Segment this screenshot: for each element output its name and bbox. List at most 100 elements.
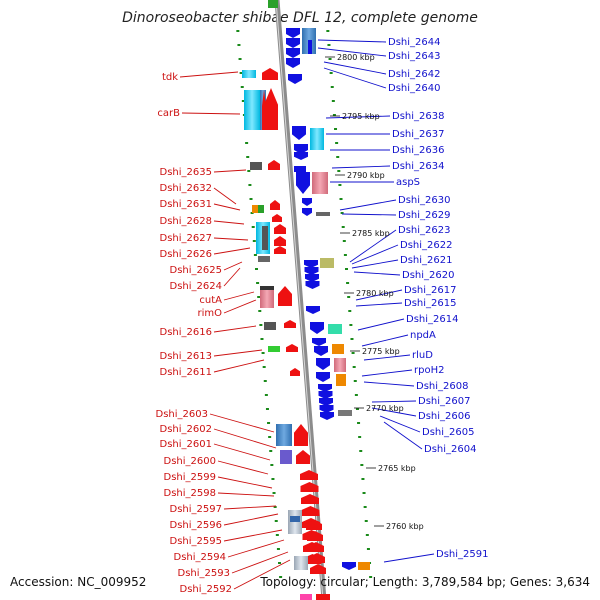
tick-mark [338,184,342,186]
label-leader [323,67,387,89]
tick-mark [269,450,273,452]
tick-mark [252,240,256,242]
gene-arrow [312,338,326,346]
label-leader [355,302,403,307]
gene-arrow [268,160,280,170]
label-leader [331,165,391,169]
tick-mark [264,394,268,396]
gene-arrow [320,412,334,420]
label-leader [213,359,265,373]
accession-text: Accession: NC_009952 [10,575,147,589]
genome-info-text: Topology: circular; Length: 3,789,584 bp… [260,575,590,589]
gene-arrow [308,542,324,552]
left-gene-label: Dshi_2624 [170,281,222,292]
tick-mark [366,548,370,550]
gene-arrow [302,198,312,206]
gene-arrow [304,260,318,268]
tick-mark [279,576,283,578]
kbp-label: 2790 kbp [347,171,385,180]
gene-arrow [270,200,280,210]
label-leader [223,529,283,542]
gene-arrow [319,398,333,406]
label-leader [213,247,251,255]
gene-arrow [305,281,320,289]
kbp-label: 2800 kbp [337,53,375,62]
left-gene-label: Dshi_2635 [160,167,212,178]
gene-feature [336,374,346,386]
tick-mark [328,58,332,60]
kbp-label: 2770 kbp [366,404,404,413]
tick-mark [330,86,334,88]
label-leader [371,407,417,417]
tick-mark [245,142,249,144]
label-leader [223,513,279,526]
right-gene-label: Dshi_2621 [400,255,452,266]
label-leader [357,318,405,331]
left-gene-label: carB [157,108,180,119]
gene-arrow [314,346,328,356]
label-leader [383,421,423,450]
left-gene-label: Dshi_2628 [160,216,212,227]
tick-mark [267,422,271,424]
tick-mark [339,198,343,200]
gene-arrow [318,384,332,392]
label-leader [349,229,397,263]
gene-feature [252,205,258,213]
tick-mark [334,128,338,130]
tick-mark [270,464,274,466]
gene-feature [312,172,328,194]
tick-mark [331,100,335,102]
right-gene-label: npdA [410,330,436,341]
tick-mark [251,226,255,228]
label-leader [317,47,387,57]
right-gene-label: Dshi_2622 [400,240,452,251]
kbp-label: 2760 kbp [386,522,424,531]
label-leader [213,203,241,211]
tick-mark [327,44,331,46]
gene-arrow [301,506,320,516]
label-leader [217,492,275,497]
tick-mark [268,436,272,438]
kbp-scale-labels: 2800 kbp 2795 kbp 2790 kbp 2785 kbp 2780 kbp… [325,53,424,531]
gene-arrow [294,144,308,154]
gene-arrow [288,74,302,84]
gene-arrow [292,126,306,140]
gene-arrow [262,68,278,80]
tick-mark [247,170,251,172]
left-gene-label: Dshi_2601 [160,439,212,450]
tick-mark [239,72,243,74]
tick-mark [359,450,363,452]
tick-mark [260,338,264,340]
label-leader [213,220,245,225]
label-leader [355,289,403,301]
tick-mark [354,394,358,396]
map-title: Dinoroseobacter shibae DFL 12, complete … [122,10,478,26]
tick-marks [236,30,373,578]
label-leader [383,553,435,563]
left-gene-label: Dshi_2616 [160,327,212,338]
gene-feature [310,128,324,150]
label-leader [363,381,415,387]
gene-feature [358,562,370,570]
gene-arrow [274,224,286,234]
right-gene-label: Dshi_2636 [392,145,444,156]
kbp-label: 2775 kbp [362,347,400,356]
tick-mark [253,254,257,256]
gene-feature [242,70,256,78]
label-leaders [179,39,435,590]
right-gene-label: Dshi_2604 [424,444,476,455]
label-leader [351,244,399,265]
right-gene-label: Dshi_2617 [404,285,456,296]
tick-mark [363,506,367,508]
right-gene-label: Dshi_2623 [398,225,450,236]
left-gene-label: Dshi_2603 [156,409,208,420]
tick-mark [358,436,362,438]
right-gene-label: Dshi_2630 [398,195,450,206]
gene-feature [316,212,330,216]
label-leader [361,334,409,347]
left-gene-label: Dshi_2627 [160,233,212,244]
gene-arrow [274,246,286,254]
tick-mark [274,520,278,522]
tick-mark [349,324,353,326]
tick-mark [278,562,282,564]
